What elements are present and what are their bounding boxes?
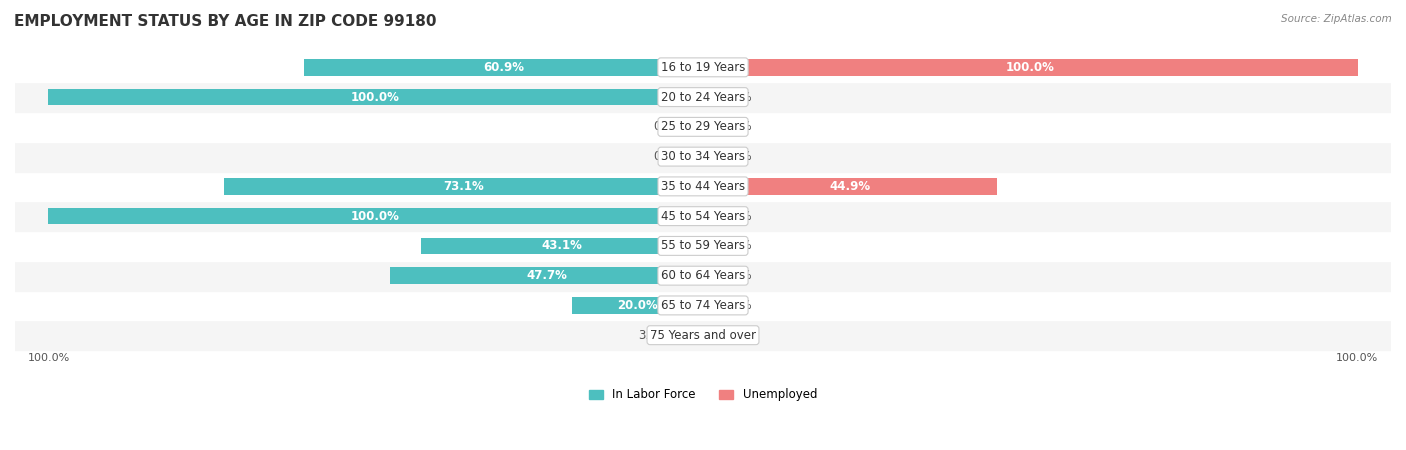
Text: 75 Years and over: 75 Years and over: [650, 328, 756, 342]
Text: 20 to 24 Years: 20 to 24 Years: [661, 90, 745, 104]
Bar: [15, 142, 1391, 171]
Text: Source: ZipAtlas.com: Source: ZipAtlas.com: [1281, 14, 1392, 23]
Text: 60 to 64 Years: 60 to 64 Years: [661, 269, 745, 282]
Text: 0.0%: 0.0%: [723, 239, 752, 252]
Text: EMPLOYMENT STATUS BY AGE IN ZIP CODE 99180: EMPLOYMENT STATUS BY AGE IN ZIP CODE 991…: [14, 14, 436, 28]
Text: 43.1%: 43.1%: [541, 239, 582, 252]
Bar: [15, 291, 1391, 320]
Text: 35 to 44 Years: 35 to 44 Years: [661, 180, 745, 193]
Bar: [224, 178, 703, 194]
Bar: [703, 327, 716, 343]
Text: 100.0%: 100.0%: [1336, 352, 1378, 363]
Bar: [420, 238, 703, 254]
Text: 30 to 34 Years: 30 to 34 Years: [661, 150, 745, 163]
Text: 0.0%: 0.0%: [723, 120, 752, 133]
Bar: [690, 119, 703, 135]
Bar: [703, 208, 716, 225]
Text: 100.0%: 100.0%: [352, 90, 399, 104]
Text: 0.0%: 0.0%: [723, 90, 752, 104]
Text: 73.1%: 73.1%: [443, 180, 484, 193]
Text: 55 to 59 Years: 55 to 59 Years: [661, 239, 745, 252]
Text: 3.8%: 3.8%: [638, 328, 668, 342]
Text: 0.0%: 0.0%: [723, 299, 752, 312]
Bar: [703, 267, 716, 284]
Text: 60.9%: 60.9%: [484, 61, 524, 74]
Bar: [703, 89, 716, 105]
Text: 47.7%: 47.7%: [526, 269, 567, 282]
Legend: In Labor Force, Unemployed: In Labor Force, Unemployed: [583, 383, 823, 406]
Text: 100.0%: 100.0%: [28, 352, 70, 363]
Bar: [15, 53, 1391, 82]
Bar: [15, 231, 1391, 261]
Bar: [15, 112, 1391, 142]
Bar: [703, 59, 1358, 76]
Bar: [678, 327, 703, 343]
Bar: [15, 82, 1391, 112]
Text: 0.0%: 0.0%: [723, 328, 752, 342]
Text: 25 to 29 Years: 25 to 29 Years: [661, 120, 745, 133]
Bar: [391, 267, 703, 284]
Bar: [572, 297, 703, 314]
Bar: [690, 148, 703, 165]
Text: 0.0%: 0.0%: [723, 269, 752, 282]
Text: 100.0%: 100.0%: [352, 210, 399, 223]
Bar: [15, 171, 1391, 201]
Text: 0.0%: 0.0%: [654, 120, 683, 133]
Text: 65 to 74 Years: 65 to 74 Years: [661, 299, 745, 312]
Bar: [703, 178, 997, 194]
Bar: [304, 59, 703, 76]
Bar: [15, 201, 1391, 231]
Bar: [703, 297, 716, 314]
Bar: [703, 148, 716, 165]
Bar: [15, 261, 1391, 291]
Bar: [703, 238, 716, 254]
Text: 100.0%: 100.0%: [1007, 61, 1054, 74]
Text: 44.9%: 44.9%: [830, 180, 870, 193]
Text: 0.0%: 0.0%: [723, 150, 752, 163]
Bar: [15, 320, 1391, 350]
Bar: [48, 89, 703, 105]
Text: 20.0%: 20.0%: [617, 299, 658, 312]
Text: 0.0%: 0.0%: [723, 210, 752, 223]
Text: 0.0%: 0.0%: [654, 150, 683, 163]
Bar: [703, 119, 716, 135]
Text: 45 to 54 Years: 45 to 54 Years: [661, 210, 745, 223]
Text: 16 to 19 Years: 16 to 19 Years: [661, 61, 745, 74]
Bar: [48, 208, 703, 225]
